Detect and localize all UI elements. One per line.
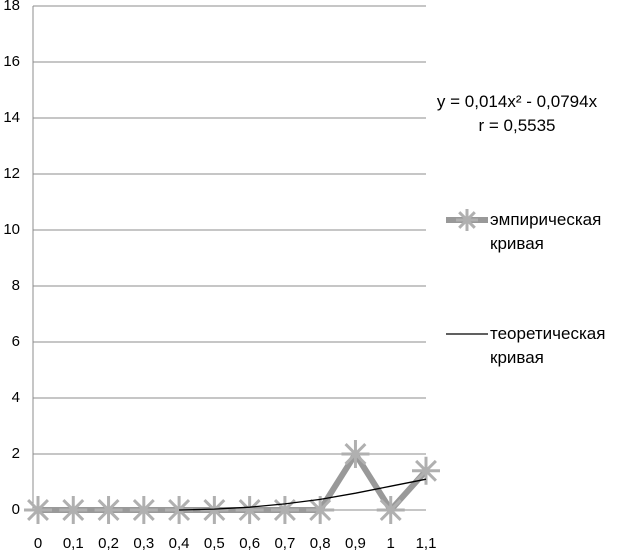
y-tick-label: 2 — [12, 445, 20, 462]
y-tick-label: 0 — [12, 501, 20, 518]
x-tick-label: 0,6 — [239, 535, 260, 552]
legend-label: эмпирическая кривая — [490, 210, 602, 253]
legend-marker — [456, 209, 478, 231]
x-tick-label: 1,1 — [416, 535, 437, 552]
x-tick-label: 0,1 — [63, 535, 84, 552]
point-marker — [94, 496, 123, 524]
y-tick-label: 12 — [3, 165, 20, 182]
point-marker — [306, 496, 335, 524]
x-tick-label: 0,7 — [274, 535, 295, 552]
x-tick-label: 0,2 — [98, 535, 119, 552]
y-tick-label: 8 — [12, 277, 20, 294]
y-tick-label: 14 — [3, 109, 20, 126]
x-tick-label: 0,9 — [345, 535, 366, 552]
series-line — [179, 478, 427, 511]
point-marker — [376, 496, 405, 524]
point-marker — [270, 496, 299, 524]
point-marker — [235, 496, 264, 524]
x-tick-label: 0,5 — [204, 535, 225, 552]
point-marker — [129, 496, 158, 524]
y-tick-label: 6 — [12, 333, 20, 350]
x-tick-label: 1 — [387, 535, 395, 552]
point-marker — [200, 496, 229, 524]
point-marker — [341, 440, 370, 468]
annotation: y = 0,014x² - 0,0794x — [436, 92, 598, 111]
x-tick-label: 0 — [34, 535, 42, 552]
series-line — [38, 448, 429, 515]
x-tick-label: 0,8 — [310, 535, 331, 552]
legend-label: теоретическая кривая — [490, 324, 606, 367]
annotation: r = 0,5535 — [478, 116, 556, 135]
y-tick-label: 18 — [3, 0, 20, 14]
point-marker — [412, 456, 440, 485]
y-tick-label: 10 — [3, 221, 20, 238]
y-tick-label: 4 — [12, 389, 20, 406]
x-tick-label: 0,4 — [169, 535, 190, 552]
point-marker — [24, 496, 52, 524]
x-tick-label: 0,3 — [133, 535, 154, 552]
point-marker — [59, 496, 88, 524]
y-tick-label: 16 — [3, 53, 20, 70]
